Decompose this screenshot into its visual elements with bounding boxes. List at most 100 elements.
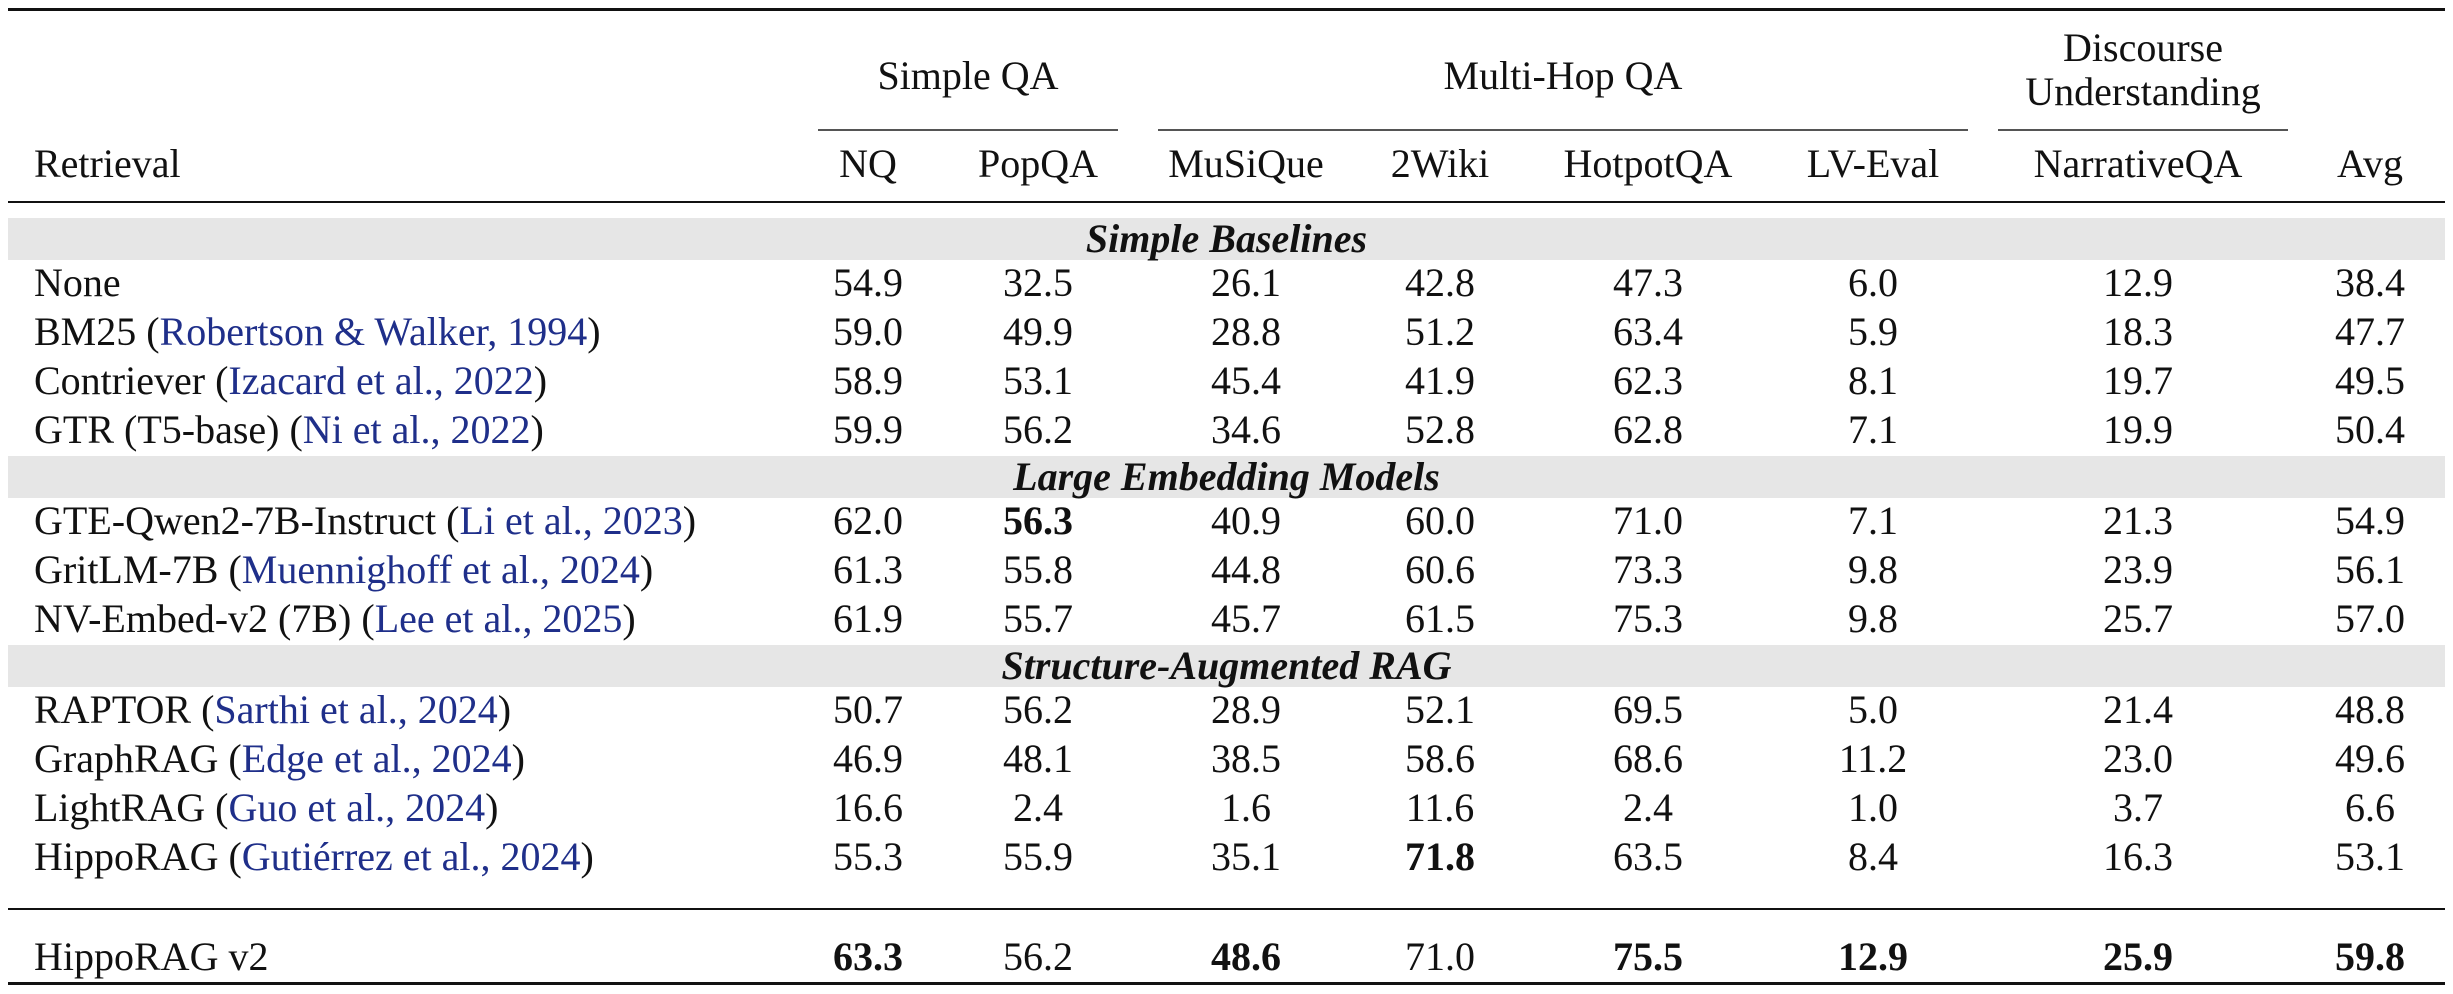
column-header-hotpotqa: HotpotQA: [1563, 141, 1733, 186]
citation-link[interactable]: Li et al., 2023: [459, 498, 683, 543]
citation-link[interactable]: Gutiérrez et al., 2024: [241, 834, 581, 879]
method-label: LightRAG: [34, 785, 206, 830]
value-cell-narrativeqa: 21.4: [2103, 687, 2173, 732]
value-cell-nq: 55.3: [833, 834, 903, 879]
value-cell-avg: 6.6: [2345, 785, 2395, 830]
method-name: Contriever (Izacard et al., 2022): [34, 358, 548, 403]
table-row: RAPTOR (Sarthi et al., 2024) 50.7 56.2 28.9…: [8, 685, 2445, 734]
citation-link[interactable]: Ni et al., 2022: [302, 407, 531, 452]
value-cell-musique: 34.6: [1211, 407, 1281, 452]
table-row: BM25 (Robertson & Walker, 1994) 59.0 49.9 2…: [8, 307, 2445, 356]
value-cell-lv-eval: 12.9: [1838, 934, 1908, 979]
group-header-discourse: Discourse Understanding: [2025, 25, 2261, 114]
header-rule: [8, 201, 2445, 203]
value-cell-musique: 38.5: [1211, 736, 1281, 781]
top-rule: [8, 8, 2445, 11]
value-cell-musique: 44.8: [1211, 547, 1281, 592]
column-header-lv-eval: LV-Eval: [1806, 141, 1940, 186]
method-label: GritLM-7B: [34, 547, 219, 592]
value-cell-avg: 38.4: [2335, 260, 2405, 305]
value-cell-avg: 53.1: [2335, 834, 2405, 879]
column-header-narrativeqa: NarrativeQA: [2033, 141, 2243, 186]
method-name: GritLM-7B (Muennighoff et al., 2024): [34, 547, 654, 592]
value-cell-avg: 47.7: [2335, 309, 2405, 354]
method-label: GraphRAG: [34, 736, 219, 781]
method-name: LightRAG (Guo et al., 2024): [34, 785, 499, 830]
value-cell-nq: 16.6: [833, 785, 903, 830]
column-header-2wiki: 2Wiki: [1390, 141, 1490, 186]
value-cell-popqa: 53.1: [1003, 358, 1073, 403]
value-cell-narrativeqa: 25.7: [2103, 596, 2173, 641]
table-row: None 54.9 32.5 26.1 42.8 47.3 6.0 12.9 38.4: [8, 258, 2445, 307]
value-cell-avg: 59.8: [2335, 934, 2405, 979]
group-header-multi-hop-qa: Multi-Hop QA: [1443, 53, 1683, 98]
cmidrule-multi-hop-qa: [1158, 129, 1968, 131]
value-cell-narrativeqa: 23.9: [2103, 547, 2173, 592]
table-row: NV-Embed-v2 (7B) (Lee et al., 2025) 61.9 5…: [8, 594, 2445, 643]
citation-link[interactable]: Muennighoff et al., 2024: [241, 547, 640, 592]
value-cell-2wiki: 41.9: [1405, 358, 1475, 403]
citation-link[interactable]: Edge et al., 2024: [241, 736, 512, 781]
method-label: HippoRAG: [34, 834, 219, 879]
value-cell-narrativeqa: 16.3: [2103, 834, 2173, 879]
value-cell-avg: 49.5: [2335, 358, 2405, 403]
value-cell-hotpotqa: 69.5: [1613, 687, 1683, 732]
method-label: BM25: [34, 309, 137, 354]
method-label: GTE-Qwen2-7B-Instruct: [34, 498, 437, 543]
cmidrule-discourse: [1998, 129, 2288, 131]
value-cell-hotpotqa: 2.4: [1623, 785, 1673, 830]
section-band-structure-augmented-rag: Structure-Augmented RAG: [8, 645, 2445, 687]
column-header-nq: NQ: [839, 141, 897, 186]
value-cell-popqa: 55.7: [1003, 596, 1073, 641]
method-name: BM25 (Robertson & Walker, 1994): [34, 309, 601, 354]
column-header-popqa: PopQA: [977, 141, 1099, 186]
value-cell-narrativeqa: 19.9: [2103, 407, 2173, 452]
column-header-avg: Avg: [2337, 141, 2403, 186]
value-cell-avg: 56.1: [2335, 547, 2405, 592]
method-name: GTE-Qwen2-7B-Instruct (Li et al., 2023): [34, 498, 697, 543]
value-cell-hotpotqa: 73.3: [1613, 547, 1683, 592]
value-cell-lv-eval: 11.2: [1838, 736, 1908, 781]
section-title: Simple Baselines: [1085, 216, 1368, 261]
table-row: GritLM-7B (Muennighoff et al., 2024) 61.3…: [8, 545, 2445, 594]
value-cell-lv-eval: 8.1: [1848, 358, 1898, 403]
value-cell-hotpotqa: 63.4: [1613, 309, 1683, 354]
value-cell-nq: 61.9: [833, 596, 903, 641]
citation-link[interactable]: Lee et al., 2025: [374, 596, 623, 641]
value-cell-narrativeqa: 18.3: [2103, 309, 2173, 354]
value-cell-hotpotqa: 68.6: [1613, 736, 1683, 781]
value-cell-lv-eval: 8.4: [1848, 834, 1898, 879]
method-name: HippoRAG (Gutiérrez et al., 2024): [34, 834, 594, 879]
table-row: HippoRAG (Gutiérrez et al., 2024) 55.3 55.…: [8, 832, 2445, 881]
value-cell-2wiki: 60.6: [1405, 547, 1475, 592]
method-label: HippoRAG v2: [34, 934, 269, 979]
value-cell-2wiki: 71.8: [1405, 834, 1475, 879]
value-cell-2wiki: 11.6: [1405, 785, 1475, 830]
value-cell-popqa: 55.8: [1003, 547, 1073, 592]
value-cell-hotpotqa: 71.0: [1613, 498, 1683, 543]
section-band-simple-baselines: Simple Baselines: [8, 218, 2445, 260]
section-title: Large Embedding Models: [1013, 454, 1440, 499]
citation-link[interactable]: Guo et al., 2024: [228, 785, 486, 830]
value-cell-popqa: 48.1: [1003, 736, 1073, 781]
value-cell-2wiki: 52.1: [1405, 687, 1475, 732]
method-label: NV-Embed-v2 (7B): [34, 596, 352, 641]
method-name: None: [34, 258, 121, 307]
value-cell-2wiki: 60.0: [1405, 498, 1475, 543]
value-cell-nq: 62.0: [833, 498, 903, 543]
citation-link[interactable]: Izacard et al., 2022: [228, 358, 534, 403]
value-cell-popqa: 2.4: [1013, 785, 1063, 830]
table-row: LightRAG (Guo et al., 2024) 16.6 2.4 1.6 11.…: [8, 783, 2445, 832]
method-label: GTR (T5-base): [34, 407, 280, 452]
value-cell-nq: 46.9: [833, 736, 903, 781]
value-cell-nq: 61.3: [833, 547, 903, 592]
section-title: Structure-Augmented RAG: [1001, 643, 1452, 688]
value-cell-musique: 40.9: [1211, 498, 1281, 543]
value-cell-hotpotqa: 62.8: [1613, 407, 1683, 452]
value-cell-2wiki: 52.8: [1405, 407, 1475, 452]
citation-link[interactable]: Sarthi et al., 2024: [214, 687, 498, 732]
value-cell-avg: 57.0: [2335, 596, 2405, 641]
value-cell-lv-eval: 5.0: [1848, 687, 1898, 732]
value-cell-hotpotqa: 63.5: [1613, 834, 1683, 879]
citation-link[interactable]: Robertson & Walker, 1994: [159, 309, 588, 354]
